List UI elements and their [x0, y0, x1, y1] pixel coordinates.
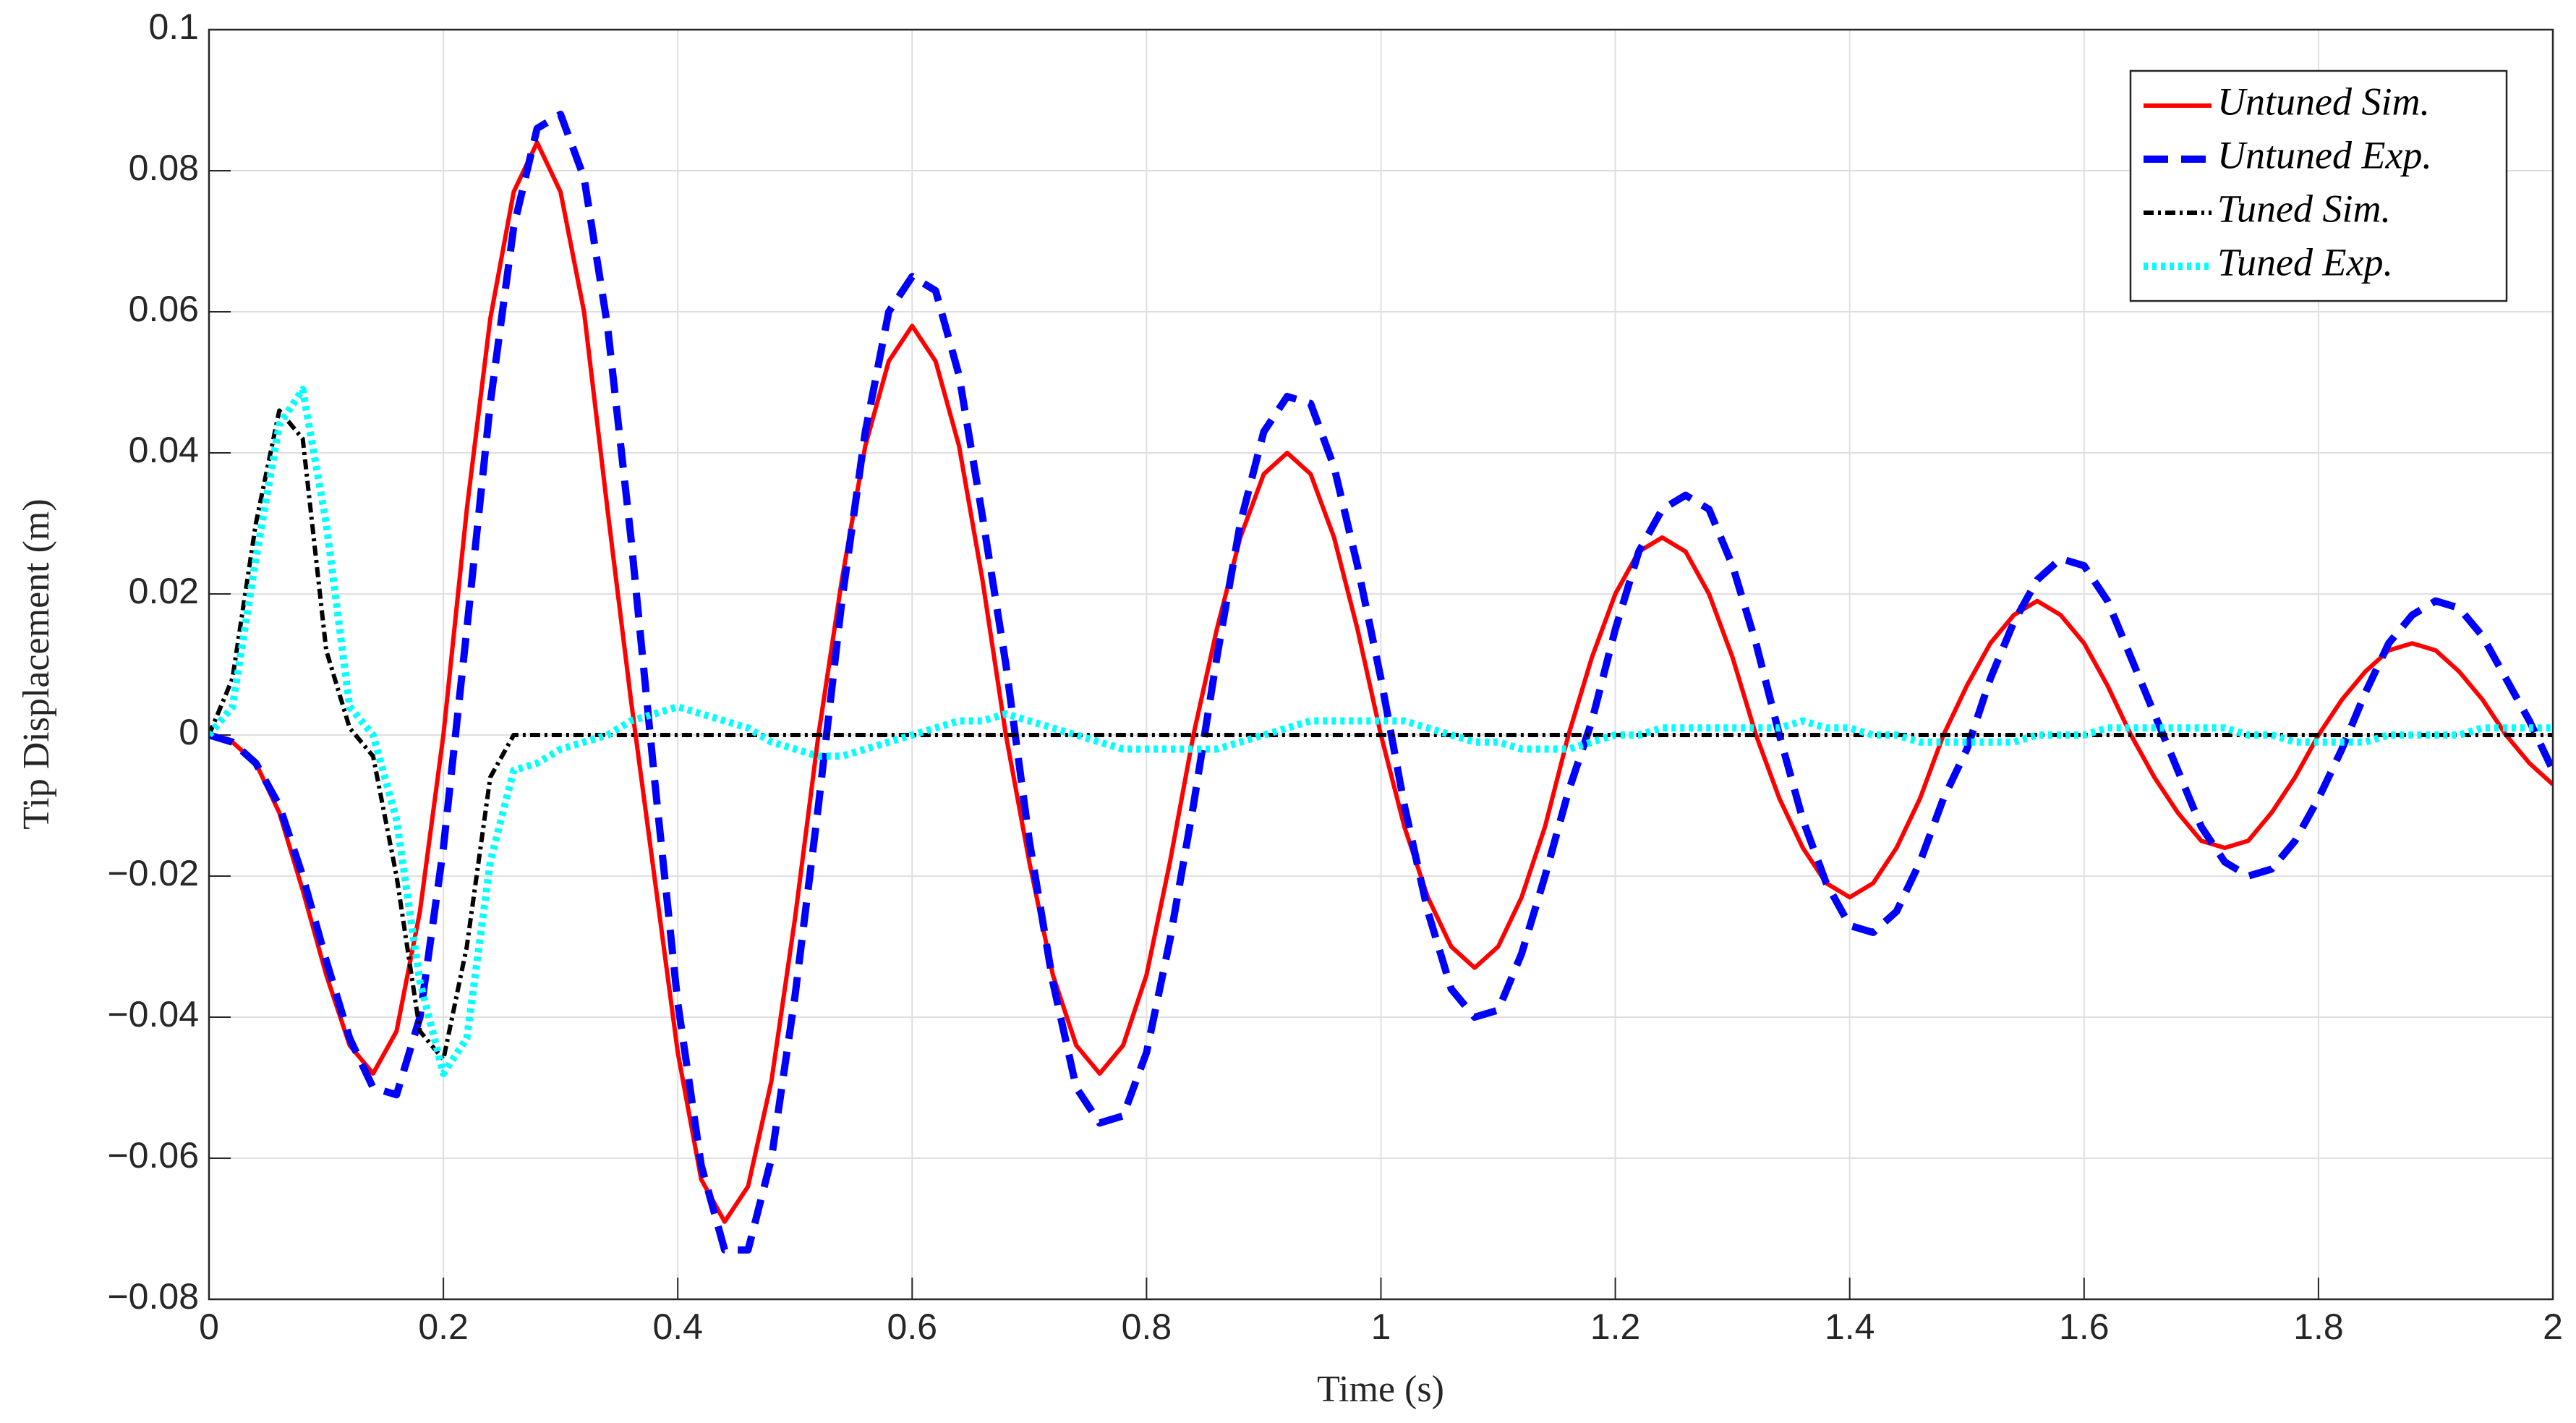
- y-tick-label: 0.08: [129, 148, 199, 188]
- x-tick-label: 1: [1371, 1307, 1391, 1347]
- y-tick-label: −0.08: [107, 1276, 199, 1317]
- y-tick-label: 0.02: [129, 571, 199, 611]
- legend-label: Tuned Exp.: [2217, 240, 2393, 284]
- x-tick-label: 1.6: [2059, 1307, 2110, 1347]
- y-tick-label: 0.04: [129, 430, 199, 470]
- x-tick-label: 0.6: [887, 1307, 938, 1347]
- axes-box: [208, 28, 2554, 1301]
- series-line: [209, 386, 2553, 1077]
- x-tick-label: 0.8: [1122, 1307, 1172, 1347]
- x-tick-label: 2: [2543, 1307, 2563, 1347]
- y-tick-label: 0: [179, 712, 199, 752]
- legend-label: Untuned Exp.: [2217, 133, 2432, 177]
- legend-label: Untuned Sim.: [2217, 80, 2430, 123]
- y-tick-label: −0.04: [107, 994, 199, 1035]
- legend-box: [2129, 69, 2508, 302]
- x-tick-label: 1.2: [1590, 1307, 1641, 1347]
- x-axis-label: Time (s): [1317, 1369, 1444, 1410]
- y-tick-label: 0.06: [129, 289, 199, 329]
- x-tick-label: 1.8: [2293, 1307, 2344, 1347]
- series-line: [209, 111, 2553, 1254]
- legend-label: Tuned Sim.: [2217, 187, 2391, 230]
- y-tick-label: −0.02: [107, 853, 199, 893]
- y-tick-label: −0.06: [107, 1135, 199, 1176]
- y-tick-label: 0.1: [148, 7, 199, 47]
- x-tick-label: 1.4: [1825, 1307, 1875, 1347]
- x-tick-label: 0.4: [652, 1307, 703, 1347]
- y-axis-label: Tip Displacement (m): [16, 498, 57, 829]
- x-tick-label: 0.2: [418, 1307, 469, 1347]
- x-tick-label: 0: [199, 1307, 219, 1347]
